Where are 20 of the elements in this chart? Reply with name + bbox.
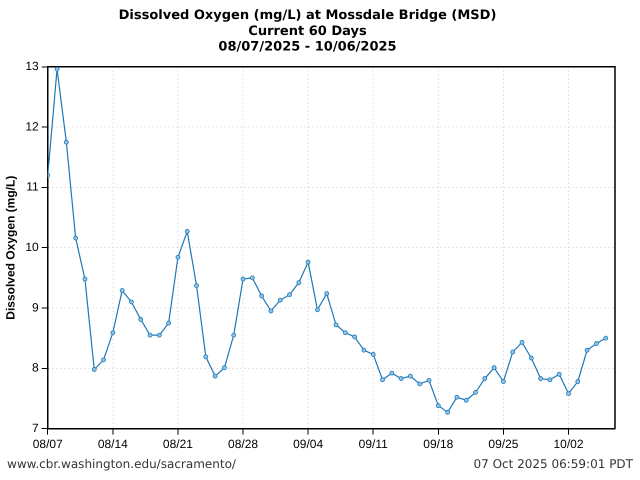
chart-title: Dissolved Oxygen (mg/L) at Mossdale Bridge (MSD) Current 60 Days 08/07/2025 - 10/06/2025 [118,8,496,54]
x-tick-label: 09/04 [293,437,324,452]
text: 07 Oct 2025 06:59:01 PDT [473,457,633,471]
x-tick-label: 08/07 [32,437,64,452]
x-tick-label: 08/21 [162,437,194,452]
x-tick-label: 10/02 [553,437,584,452]
x-tick-label: 09/18 [423,437,454,452]
x-tick-label: 09/25 [488,437,519,452]
y-tick-label: 11 [26,180,40,194]
x-tick-label: 08/14 [98,437,128,452]
y-tick-label: 13 [25,59,40,74]
y-tick-label: 10 [25,240,40,254]
text: www.cbr.washington.edu/sacramento/ [7,457,236,471]
y-tick-label: 7 [32,420,40,435]
x-tick-label: 09/11 [358,437,388,452]
x-tick-label: 08/28 [228,437,258,452]
y-tick-label: 12 [25,119,40,134]
y-tick-label: 9 [32,300,40,314]
y-axis-title: Dissolved Oxygen (mg/L) [4,176,18,320]
y-tick-label: 8 [32,360,40,375]
